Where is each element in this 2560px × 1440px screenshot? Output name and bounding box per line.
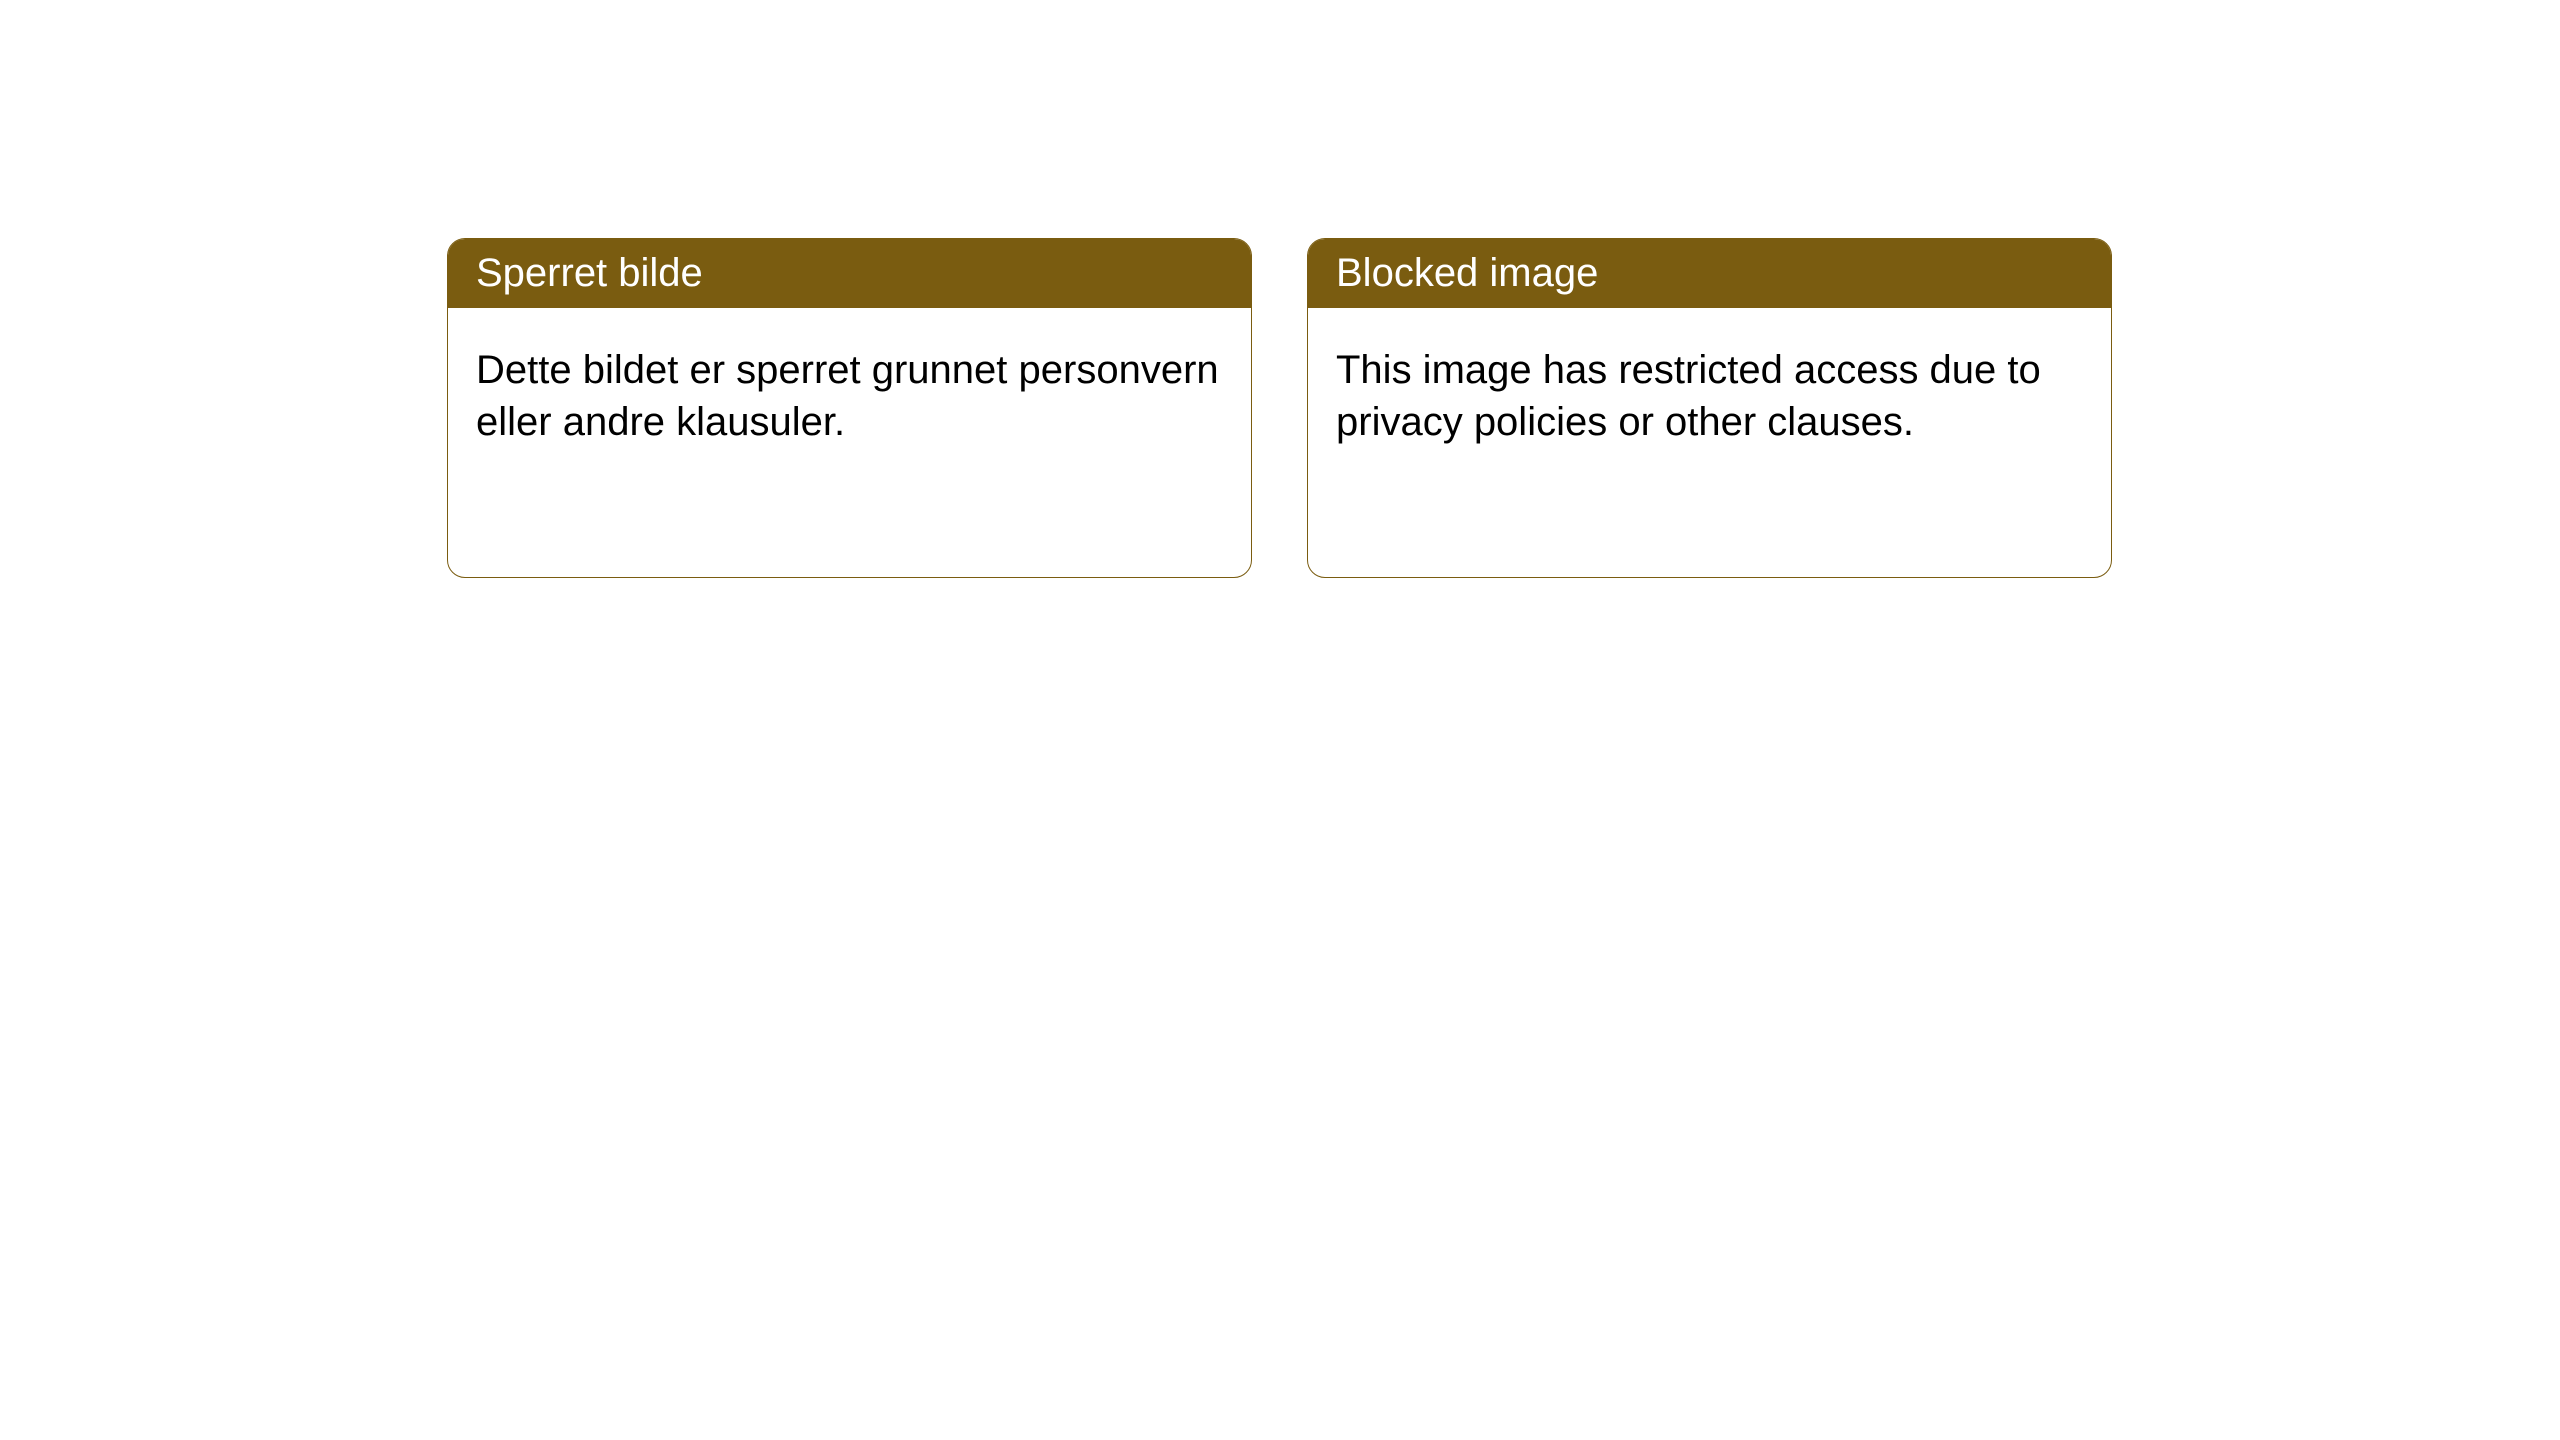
notice-container: Sperret bilde Dette bildet er sperret gr… [447,238,2112,578]
notice-body-english: This image has restricted access due to … [1308,308,2111,484]
notice-box-english: Blocked image This image has restricted … [1307,238,2112,578]
notice-body-norwegian: Dette bildet er sperret grunnet personve… [448,308,1251,484]
notice-header-english: Blocked image [1308,239,2111,308]
notice-box-norwegian: Sperret bilde Dette bildet er sperret gr… [447,238,1252,578]
notice-header-norwegian: Sperret bilde [448,239,1251,308]
